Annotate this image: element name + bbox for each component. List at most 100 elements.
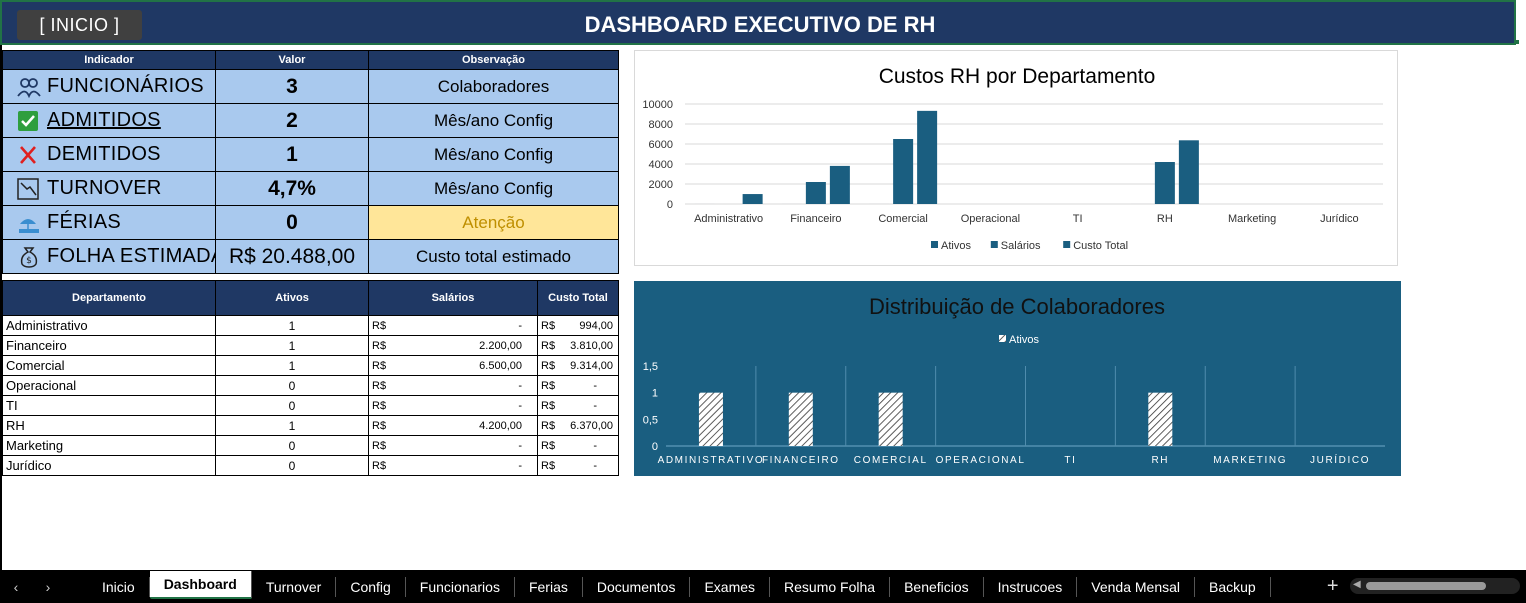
tab-venda-mensal[interactable]: Venda Mensal [1077, 576, 1195, 597]
tab-backup[interactable]: Backup [1195, 576, 1271, 597]
dept-custo-cell[interactable]: R$ - [537, 395, 619, 416]
tab-inicio[interactable]: Inicio [88, 576, 150, 597]
bar-custo-total[interactable] [742, 194, 763, 204]
bar-salários[interactable] [805, 182, 826, 204]
dept-name[interactable]: Comercial [2, 355, 216, 376]
dept-custo: - [593, 379, 597, 392]
dept-col-departamento[interactable]: Departamento [2, 280, 216, 316]
kpi-value[interactable]: 2 [215, 103, 369, 138]
kpi-row: ADMITIDOS 2 Mês/ano Config [2, 103, 619, 138]
kpi-col-indicador[interactable]: Indicador [2, 50, 216, 70]
dept-salarios-cell[interactable]: R$ - [368, 395, 538, 416]
kpi-value[interactable]: 0 [215, 205, 369, 240]
bar-ativos[interactable] [698, 392, 723, 446]
dept-ativos[interactable]: 1 [215, 315, 369, 336]
bar-custo-total[interactable] [917, 110, 938, 204]
kpi-value[interactable]: R$ 20.488,00 [215, 239, 369, 274]
dept-ativos[interactable]: 0 [215, 455, 369, 476]
tab-funcionarios[interactable]: Funcionarios [406, 576, 515, 597]
dept-col-custo-total[interactable]: Custo Total [537, 280, 619, 316]
legend-swatch [931, 241, 938, 248]
scroll-left-icon[interactable]: ◀ [1353, 579, 1361, 590]
home-button[interactable]: [ INICIO ] [17, 10, 142, 40]
dept-ativos[interactable]: 0 [215, 435, 369, 456]
dept-salarios-cell[interactable]: R$ - [368, 455, 538, 476]
dept-salarios-cell[interactable]: R$ - [368, 315, 538, 336]
add-sheet-button[interactable]: + [1326, 575, 1339, 597]
dept-salarios-cell[interactable]: R$ 4.200,00 [368, 415, 538, 436]
dept-custo-cell[interactable]: R$ - [537, 455, 619, 476]
kpi-indicator-cell[interactable]: TURNOVER [2, 171, 216, 206]
tab-instrucoes[interactable]: Instrucoes [984, 576, 1078, 597]
next-sheet-button[interactable]: › [45, 578, 51, 595]
bar-ativos[interactable] [1148, 392, 1173, 446]
dept-name[interactable]: Jurídico [2, 455, 216, 476]
dept-col-salarios[interactable]: Salários [368, 280, 538, 316]
dept-name[interactable]: Marketing [2, 435, 216, 456]
kpi-indicator-cell[interactable]: ADMITIDOS [2, 103, 216, 138]
kpi-note[interactable]: Atenção [368, 205, 619, 240]
dept-custo-cell[interactable]: R$ 3.810,00 [537, 335, 619, 356]
dept-salarios: 4.200,00 [479, 419, 522, 432]
tab-beneficios[interactable]: Beneficios [890, 576, 984, 597]
kpi-indicator-cell[interactable]: DEMITIDOS [2, 137, 216, 172]
kpi-indicator-cell[interactable]: FÉRIAS [2, 205, 216, 240]
dept-custo-cell[interactable]: R$ - [537, 375, 619, 396]
kpi-note[interactable]: Mês/ano Config [368, 103, 619, 138]
kpi-note[interactable]: Mês/ano Config [368, 137, 619, 172]
kpi-row: FÉRIAS 0 Atenção [2, 205, 619, 240]
bar-ativos[interactable] [788, 392, 813, 446]
dept-custo-cell[interactable]: R$ 994,00 [537, 315, 619, 336]
dept-ativos[interactable]: 0 [215, 375, 369, 396]
scrollbar-thumb[interactable] [1366, 582, 1486, 590]
bar-ativos[interactable] [878, 392, 903, 446]
kpi-col-valor[interactable]: Valor [215, 50, 369, 70]
dept-name[interactable]: RH [2, 415, 216, 436]
kpi-value[interactable]: 1 [215, 137, 369, 172]
chart-distribuicao[interactable]: Distribuição de Colaboradores Ativos 0 0,5 1… [634, 281, 1401, 476]
kpi-value[interactable]: 4,7% [215, 171, 369, 206]
dept-name[interactable]: Operacional [2, 375, 216, 396]
kpi-value[interactable]: 3 [215, 69, 369, 104]
selection-handle[interactable] [1515, 40, 1519, 44]
horizontal-scrollbar[interactable]: ◀ [1350, 578, 1520, 594]
dept-custo-cell[interactable]: R$ - [537, 435, 619, 456]
tab-config[interactable]: Config [336, 576, 406, 597]
dept-custo-cell[interactable]: R$ 6.370,00 [537, 415, 619, 436]
sheet-left-border [0, 45, 2, 570]
dept-name[interactable]: TI [2, 395, 216, 416]
table-row: Operacional 0 R$ - R$ - [2, 375, 619, 396]
dept-salarios-cell[interactable]: R$ - [368, 375, 538, 396]
kpi-note[interactable]: Colaboradores [368, 69, 619, 104]
kpi-indicator-cell[interactable]: FUNCIONÁRIOS [2, 69, 216, 104]
tab-resumo-folha[interactable]: Resumo Folha [770, 576, 891, 597]
dept-col-ativos[interactable]: Ativos [215, 280, 369, 316]
kpi-col-observacao[interactable]: Observação [368, 50, 619, 70]
dept-name[interactable]: Financeiro [2, 335, 216, 356]
bar-salários[interactable] [893, 139, 914, 204]
dept-ativos[interactable]: 0 [215, 395, 369, 416]
prev-sheet-button[interactable]: ‹ [13, 578, 19, 595]
bar-salários[interactable] [1154, 162, 1175, 204]
dept-salarios-cell[interactable]: R$ 6.500,00 [368, 355, 538, 376]
dept-ativos[interactable]: 1 [215, 335, 369, 356]
tab-documentos[interactable]: Documentos [583, 576, 691, 597]
dept-ativos[interactable]: 1 [215, 355, 369, 376]
bar-custo-total[interactable] [1178, 140, 1199, 204]
dept-ativos[interactable]: 1 [215, 415, 369, 436]
kpi-indicator-cell[interactable]: $ FOLHA ESTIMADA [2, 239, 216, 274]
tab-exames[interactable]: Exames [690, 576, 771, 597]
dept-salarios-cell[interactable]: R$ 2.200,00 [368, 335, 538, 356]
tab-dashboard[interactable]: Dashboard [149, 570, 252, 599]
kpi-note[interactable]: Custo total estimado [368, 239, 619, 274]
dept-custo-cell[interactable]: R$ 9.314,00 [537, 355, 619, 376]
tab-ferias[interactable]: Ferias [515, 576, 583, 597]
dept-name[interactable]: Administrativo [2, 315, 216, 336]
y-tick-label: 2000 [649, 179, 673, 191]
dept-salarios-cell[interactable]: R$ - [368, 435, 538, 456]
chart-custos-rh[interactable]: Custos RH por Departamento 0 2000 4000 6000 8… [634, 50, 1398, 266]
bar-custo-total[interactable] [829, 165, 850, 204]
kpi-note[interactable]: Mês/ano Config [368, 171, 619, 206]
x-tick-label: Operacional [961, 213, 1020, 225]
tab-turnover[interactable]: Turnover [252, 576, 337, 597]
